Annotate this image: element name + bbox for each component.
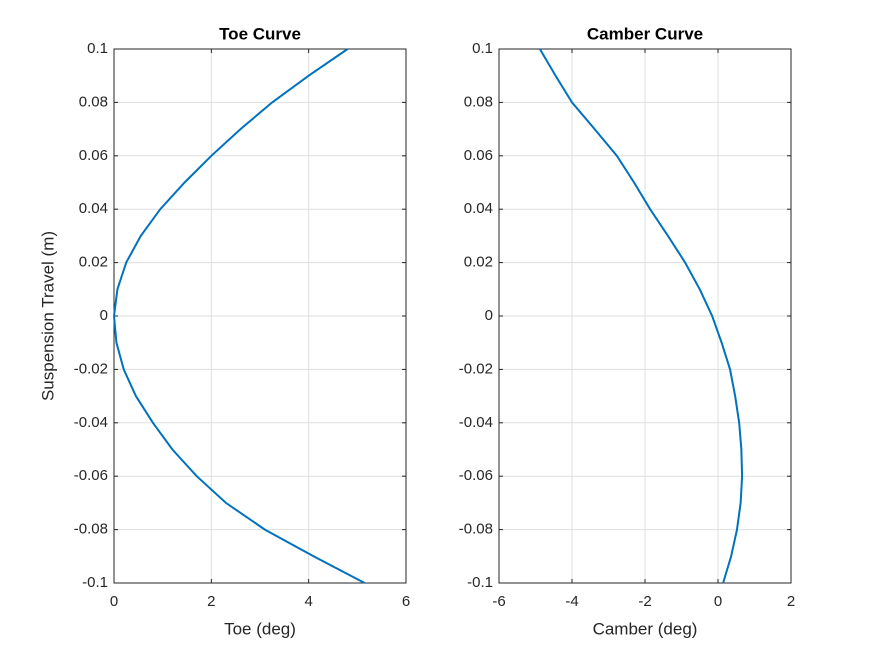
x-tick-label: -2 bbox=[638, 593, 651, 610]
y-tick-label: -0.04 bbox=[459, 414, 493, 431]
y-tick-label: -0.08 bbox=[459, 521, 493, 538]
x-tick-label: 4 bbox=[304, 593, 312, 610]
y-tick-label: -0.08 bbox=[74, 521, 108, 538]
y-tick-label: 0.08 bbox=[79, 93, 108, 110]
y-tick-label: 0.1 bbox=[472, 40, 493, 57]
y-tick-label: -0.04 bbox=[74, 414, 108, 431]
y-tick-label: 0 bbox=[485, 307, 493, 324]
curve bbox=[539, 48, 744, 584]
y-tick-label: -0.1 bbox=[467, 574, 493, 591]
y-tick-label: 0.02 bbox=[79, 254, 108, 271]
y-axis-label: Suspension Travel (m) bbox=[38, 231, 57, 401]
curve bbox=[112, 48, 366, 584]
x-tick-label: 6 bbox=[402, 593, 410, 610]
y-tick-label: -0.06 bbox=[74, 467, 108, 484]
y-tick-label: 0.1 bbox=[87, 40, 108, 57]
y-tick-label: 0 bbox=[100, 307, 108, 324]
subplot: -6 -4 -2 0 2 -0.1 -0.08 -0.06 -0.04 -0.02 0 0.02 0.0… bbox=[459, 24, 795, 638]
y-tick-label: 0.04 bbox=[79, 200, 108, 217]
x-tick-label: 2 bbox=[787, 593, 795, 610]
y-tick-label: -0.06 bbox=[459, 467, 493, 484]
x-tick-label: 2 bbox=[207, 593, 215, 610]
x-tick-label: 0 bbox=[714, 593, 722, 610]
chart-title: Toe Curve bbox=[219, 24, 301, 43]
x-tick-label: -4 bbox=[565, 593, 578, 610]
y-tick-label: -0.02 bbox=[459, 360, 493, 377]
x-axis-label: Toe (deg) bbox=[224, 619, 296, 638]
y-tick-label: 0.06 bbox=[79, 147, 108, 164]
x-tick-label: -6 bbox=[492, 593, 505, 610]
y-tick-label: 0.08 bbox=[464, 93, 493, 110]
x-axis-label: Camber (deg) bbox=[593, 619, 698, 638]
y-tick-label: -0.1 bbox=[82, 574, 108, 591]
chart-title: Camber Curve bbox=[587, 24, 703, 43]
y-tick-label: 0.02 bbox=[464, 254, 493, 271]
y-tick-label: -0.02 bbox=[74, 360, 108, 377]
y-tick-label: 0.06 bbox=[464, 147, 493, 164]
y-tick-label: 0.04 bbox=[464, 200, 493, 217]
subplot: 0 2 4 6 -0.1 -0.08 -0.06 -0.04 -0.02 0 0.02 0.04 0.0… bbox=[38, 24, 410, 638]
x-tick-label: 0 bbox=[110, 593, 118, 610]
axes-box bbox=[498, 48, 792, 584]
